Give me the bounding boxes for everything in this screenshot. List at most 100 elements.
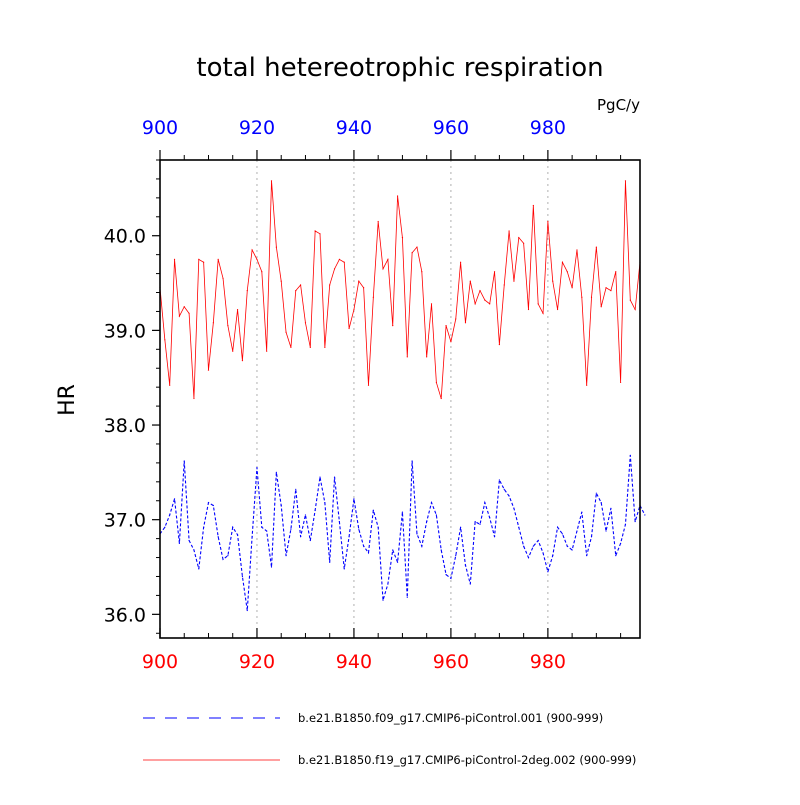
series-2-point — [266, 350, 268, 352]
series-1-point — [164, 526, 166, 528]
series-1-point — [338, 520, 340, 523]
series-1-point — [377, 526, 379, 528]
series-2-point — [571, 287, 573, 289]
series-2-point — [620, 381, 622, 384]
series-1-point — [396, 561, 399, 563]
series-1-point — [581, 511, 583, 513]
series-1-point — [309, 539, 311, 542]
series-1-point — [290, 528, 292, 530]
series-2-point — [164, 339, 166, 341]
series-2-point — [329, 284, 331, 286]
x-tick-label-top: 980 — [530, 117, 566, 139]
series-2-point — [595, 246, 597, 248]
x-tick-label-bottom: 900 — [142, 651, 178, 673]
series-2-point — [338, 258, 340, 260]
series-1-point — [513, 507, 515, 509]
y-tick-label: 38.0 — [104, 415, 146, 437]
series-2-point — [518, 237, 520, 239]
series-1-point — [319, 476, 321, 478]
series-1-point — [232, 526, 234, 528]
series-1-point — [615, 555, 617, 557]
series-1-point — [624, 523, 627, 526]
series-2-point — [430, 303, 433, 305]
series-1-point — [542, 552, 544, 554]
legend-label-1: b.e21.B1850.f09_g17.CMIP6-piControl.001 … — [298, 711, 603, 725]
x-tick-label-bottom: 960 — [433, 651, 469, 673]
series-1-point — [586, 555, 588, 557]
series-2-point — [246, 290, 248, 292]
series-1-point — [256, 467, 258, 469]
series-1-point — [440, 549, 442, 551]
series-2-point — [222, 277, 224, 279]
series-2-point — [270, 180, 273, 182]
series-1-point — [610, 507, 612, 509]
series-2-point — [333, 268, 336, 270]
series-1-point — [348, 536, 350, 538]
series-2-point — [290, 346, 292, 349]
series-1-point — [251, 536, 253, 538]
series-1-point — [508, 495, 510, 497]
series-2-point — [275, 246, 277, 248]
series-2-point — [590, 296, 593, 298]
series-2-point — [411, 252, 413, 254]
series-1-point — [644, 514, 646, 516]
series-2-point — [421, 271, 423, 273]
series-2-point — [561, 261, 564, 263]
series-2-point — [547, 220, 549, 223]
series-2-point — [363, 287, 365, 289]
series-2-point — [435, 381, 437, 384]
series-1-point — [561, 533, 564, 535]
series-1-point — [222, 558, 224, 561]
series-2-point — [552, 280, 554, 282]
series-2-point — [537, 303, 539, 305]
x-tick-label-bottom: 940 — [336, 651, 372, 673]
series-1-point — [217, 536, 219, 538]
series-2-point — [469, 280, 471, 282]
series-1-point — [595, 492, 597, 494]
series-2-point — [382, 268, 384, 270]
series-1-point — [363, 545, 365, 547]
series-1-point — [435, 514, 437, 516]
series-1-point — [343, 568, 345, 570]
series-2-point — [203, 261, 205, 263]
series-1-point — [590, 536, 593, 538]
series-1-point — [392, 549, 394, 551]
series-1-point — [280, 504, 282, 507]
x-tick-label-top: 900 — [142, 117, 178, 139]
series-2-point — [493, 271, 496, 273]
series-1-point — [270, 566, 273, 568]
series-1-point — [333, 476, 336, 478]
series-2-point — [295, 290, 297, 292]
series-1-point — [474, 520, 476, 523]
series-1-point — [173, 498, 176, 500]
series-1-point — [203, 526, 205, 528]
series-line-2 — [159, 180, 641, 399]
series-1-point — [300, 536, 302, 538]
series-2-point — [629, 299, 631, 301]
series-2-point — [503, 284, 505, 286]
plot-frame — [159, 159, 641, 639]
series-2-point — [610, 290, 612, 292]
series-1-point — [358, 528, 360, 530]
series-1-point — [188, 539, 190, 542]
series-2-point — [348, 327, 350, 330]
series-1-point — [566, 545, 568, 547]
series-2-point — [387, 258, 389, 260]
legend-label-2: b.e21.B1850.f19_g17.CMIP6-piControl-2deg… — [298, 753, 636, 767]
series-1-point — [426, 520, 428, 523]
series-1-point — [207, 502, 210, 504]
series-1-point — [537, 539, 539, 542]
series-1-point — [571, 549, 573, 551]
series-2-point — [556, 308, 559, 311]
series-1-point — [275, 471, 277, 473]
series-2-point — [353, 308, 355, 311]
series-1-point — [493, 536, 496, 538]
series-2-point — [489, 303, 491, 305]
series-1-point — [629, 454, 631, 456]
series-2-point — [314, 230, 316, 232]
x-tick-label-top: 960 — [433, 117, 469, 139]
series-2-point — [450, 341, 452, 343]
series-1-point — [416, 533, 418, 535]
x-tick-label-top: 920 — [239, 117, 275, 139]
